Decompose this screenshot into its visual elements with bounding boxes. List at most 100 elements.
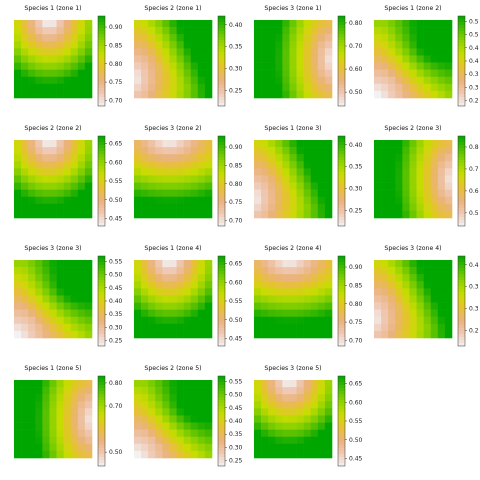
- heatmap-cell: [310, 422, 319, 430]
- heatmap-cell: [303, 20, 312, 28]
- heatmap-cell: [310, 443, 319, 452]
- heatmap-cell: [416, 196, 424, 205]
- heatmap-cell: [84, 295, 93, 303]
- heatmap-cell: [169, 41, 177, 49]
- heatmap-cell: [77, 330, 86, 339]
- heatmap-cell: [444, 175, 453, 183]
- heatmap-cell: [21, 55, 29, 63]
- colorkey-swatch: [458, 172, 465, 176]
- heatmap-cell: [430, 147, 439, 155]
- colorkey-swatch: [98, 340, 105, 344]
- heatmap-cell: [77, 69, 86, 78]
- heatmap-cell: [190, 302, 199, 310]
- heatmap-cell: [430, 323, 439, 332]
- heatmap-cell: [303, 41, 312, 49]
- colorkey-swatch: [218, 448, 225, 452]
- heatmap-cell: [317, 316, 326, 325]
- colorkey-swatch: [218, 205, 225, 209]
- colorkey-swatch: [338, 154, 345, 158]
- heatmap-cell: [14, 267, 22, 275]
- heatmap-panel: Species 3 (zone 2)0.900.850.800.750.70: [134, 125, 243, 227]
- heatmap-cell: [289, 422, 297, 430]
- heatmap-cell: [162, 189, 170, 198]
- heatmap-cell: [204, 408, 213, 416]
- heatmap-cell: [56, 41, 64, 49]
- heatmap-cell: [268, 316, 276, 325]
- colorkey-swatch: [218, 175, 225, 179]
- heatmap-cell: [282, 316, 290, 325]
- colorkey-tick-label: 0.80: [349, 301, 363, 308]
- heatmap-cell: [162, 401, 170, 409]
- heatmap-cell: [423, 196, 432, 205]
- heatmap-cell: [317, 323, 326, 332]
- heatmap-cell: [197, 168, 206, 176]
- heatmap-cell: [183, 387, 192, 395]
- heatmap-cell: [21, 380, 29, 388]
- heatmap-cell: [35, 274, 43, 282]
- heatmap-cell: [204, 274, 213, 282]
- heatmap-cell: [49, 154, 57, 162]
- colorkey-swatch: [338, 199, 345, 203]
- heatmap-cell: [324, 175, 333, 183]
- heatmap-cell: [324, 450, 333, 459]
- heatmap-cell: [416, 154, 424, 162]
- heatmap-cell: [155, 20, 163, 28]
- heatmap-cell: [197, 203, 206, 212]
- heatmap-cell: [444, 90, 453, 99]
- colorkey-tick-label: 0.40: [349, 142, 363, 149]
- heatmap-cell: [310, 34, 319, 42]
- colorkey-swatch: [98, 82, 105, 86]
- colorkey-swatch: [98, 49, 105, 53]
- heatmap-cell: [63, 323, 72, 332]
- heatmap-cell: [134, 302, 142, 310]
- heatmap-cell: [49, 83, 57, 92]
- colorkey-swatch: [218, 46, 225, 50]
- heatmap-cell: [409, 267, 417, 275]
- heatmap-cell: [296, 323, 304, 332]
- heatmap-cell: [56, 210, 64, 219]
- heatmap-cell: [261, 408, 269, 416]
- colorkey-swatch: [218, 421, 225, 425]
- heatmap-cell: [268, 168, 276, 176]
- heatmap-cell: [444, 161, 453, 169]
- heatmap-cell: [176, 189, 184, 198]
- heatmap-cell: [190, 380, 199, 388]
- heatmap-cell: [148, 196, 156, 205]
- heatmap-cell: [388, 274, 396, 282]
- heatmap-cell: [155, 450, 163, 459]
- heatmap-cell: [141, 83, 149, 92]
- colorkey-swatch: [98, 433, 105, 437]
- colorkey-swatch: [338, 412, 345, 416]
- heatmap-cell: [49, 175, 57, 183]
- heatmap-cell: [14, 62, 22, 70]
- heatmap-cell: [409, 48, 417, 56]
- heatmap-cell: [77, 76, 86, 85]
- heatmap-cell: [141, 260, 149, 268]
- colorkey-swatch: [338, 343, 345, 347]
- heatmap-cell: [162, 175, 170, 183]
- colorkey-swatch: [458, 73, 465, 77]
- colorkey-swatch: [458, 277, 465, 281]
- heatmap-cell: [275, 168, 283, 176]
- heatmap-cell: [303, 161, 312, 169]
- heatmap-cell: [197, 443, 206, 452]
- heatmap-cell: [14, 443, 22, 452]
- heatmap-cell: [141, 429, 149, 438]
- colorkey-swatch: [218, 73, 225, 77]
- heatmap-cell: [190, 203, 199, 212]
- colorkey-swatch: [98, 208, 105, 212]
- colorkey-swatch: [338, 175, 345, 179]
- heatmap-cell: [56, 450, 64, 459]
- heatmap-cell: [296, 302, 304, 310]
- colorkey-swatch: [98, 25, 105, 29]
- heatmap-cell: [162, 203, 170, 212]
- heatmap-cell: [84, 302, 93, 310]
- heatmap-cell: [14, 309, 22, 318]
- heatmap-cell: [254, 147, 262, 155]
- colorkey-swatch: [218, 169, 225, 173]
- heatmap-cell: [310, 147, 319, 155]
- colorkey-swatch: [218, 322, 225, 326]
- heatmap-cell: [162, 76, 170, 85]
- heatmap-cell: [141, 76, 149, 85]
- heatmap-cell: [70, 69, 79, 78]
